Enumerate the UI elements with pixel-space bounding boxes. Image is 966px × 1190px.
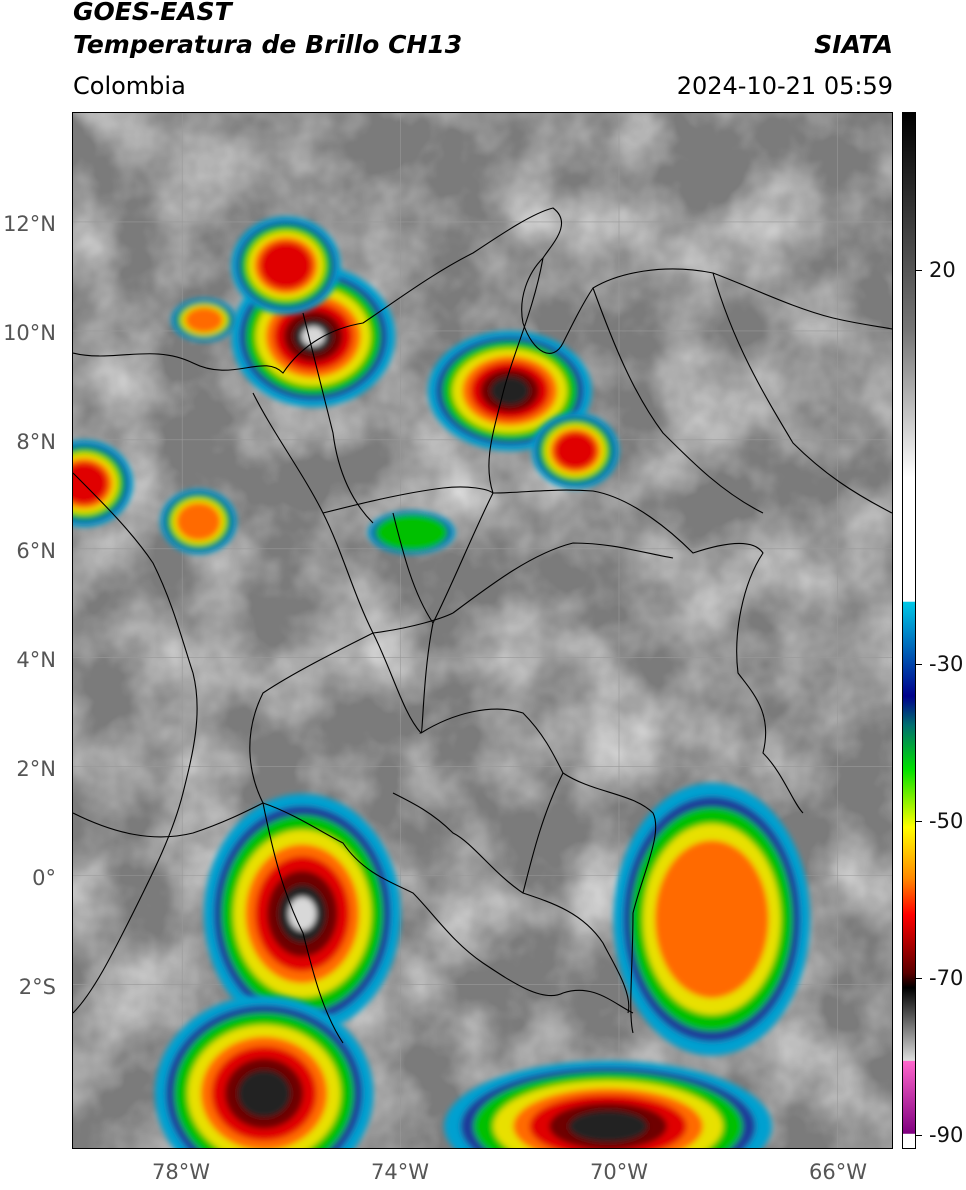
storm-ring xyxy=(288,896,317,931)
storm-ring xyxy=(490,376,530,406)
colorbar-tick-label: -30 xyxy=(929,652,964,676)
storm-ring xyxy=(375,514,448,551)
colorbar-tick-mark xyxy=(916,1135,922,1136)
dept-lines-5 xyxy=(372,612,454,634)
lat-tick-label: 2°S xyxy=(18,975,56,999)
storm-amazon-southeast xyxy=(444,1060,772,1148)
lon-tick-label: 66°W xyxy=(809,1160,867,1184)
colorbar-tick-mark xyxy=(916,978,922,979)
colorbar-tick-label: -50 xyxy=(929,809,964,833)
colorbar-tick-mark xyxy=(916,821,922,822)
colorbar-tick-mark xyxy=(916,270,922,271)
map-canvas xyxy=(73,113,892,1148)
storm-peru-north-storm xyxy=(154,995,374,1148)
colorbar-tick-mark xyxy=(916,664,922,665)
storm-ring xyxy=(554,432,597,470)
storm-cauca-cell xyxy=(367,510,456,555)
storm-amazon-east xyxy=(613,783,811,1056)
satellite-title: GOES-EAST xyxy=(73,0,232,26)
storm-ring xyxy=(73,462,108,505)
border-venezuela xyxy=(488,257,804,814)
dept-lines-6 xyxy=(392,512,434,624)
lon-tick-label: 78°W xyxy=(152,1160,210,1184)
lon-tick-label: 70°W xyxy=(590,1160,648,1184)
storm-layer xyxy=(73,216,811,1148)
storm-ring xyxy=(185,307,224,333)
venezuela-inner-1 xyxy=(592,287,764,514)
storm-ring xyxy=(176,502,221,541)
coast-caribbean xyxy=(73,207,892,374)
colorbar-tick-label: -70 xyxy=(929,966,964,990)
storm-ring xyxy=(568,1110,648,1142)
storm-zulia-cell xyxy=(531,412,619,489)
coast-pacific xyxy=(73,472,198,1014)
lat-tick-label: 4°N xyxy=(16,648,56,672)
border-ecuador xyxy=(73,802,344,1044)
country-borders xyxy=(73,207,892,1044)
lat-tick-label: 2°N xyxy=(16,757,56,781)
agency-label: SIATA xyxy=(814,30,893,59)
lat-tick-label: 10°N xyxy=(3,321,56,345)
dept-lines-1 xyxy=(252,392,422,734)
colorbar-tick-label: -90 xyxy=(929,1123,964,1147)
storm-caribbean-north xyxy=(231,216,341,315)
lat-tick-label: 8°N xyxy=(16,430,56,454)
colorbar-tick-label: 20 xyxy=(929,258,956,282)
storm-ecuador-border-storm xyxy=(204,793,401,1034)
storm-panama-isle xyxy=(171,298,237,342)
storm-ring xyxy=(237,1069,291,1118)
storm-ring xyxy=(301,326,325,347)
storm-darien-cell xyxy=(160,488,237,555)
dept-lines-7 xyxy=(452,542,674,614)
colorbar xyxy=(902,112,916,1149)
lat-tick-label: 6°N xyxy=(16,539,56,563)
lat-tick-label: 0° xyxy=(32,866,56,890)
storm-ring xyxy=(654,840,769,999)
lon-tick-label: 74°W xyxy=(371,1160,429,1184)
dept-lines-4 xyxy=(249,632,374,804)
dept-lines-8 xyxy=(522,772,564,894)
venezuela-inner-2 xyxy=(712,272,892,514)
storm-panama-west xyxy=(73,439,134,527)
lat-tick-label: 12°N xyxy=(3,212,56,236)
border-venezuela-south xyxy=(418,492,657,1034)
timestamp-label: 2024-10-21 05:59 xyxy=(676,72,893,100)
region-label: Colombia xyxy=(73,72,186,100)
satellite-map xyxy=(72,112,893,1149)
border-peru xyxy=(262,802,634,1014)
dept-lines-2 xyxy=(322,486,494,514)
dept-lines-3 xyxy=(302,312,374,524)
storm-ring xyxy=(259,241,313,290)
product-title: Temperatura de Brillo CH13 xyxy=(73,30,463,59)
